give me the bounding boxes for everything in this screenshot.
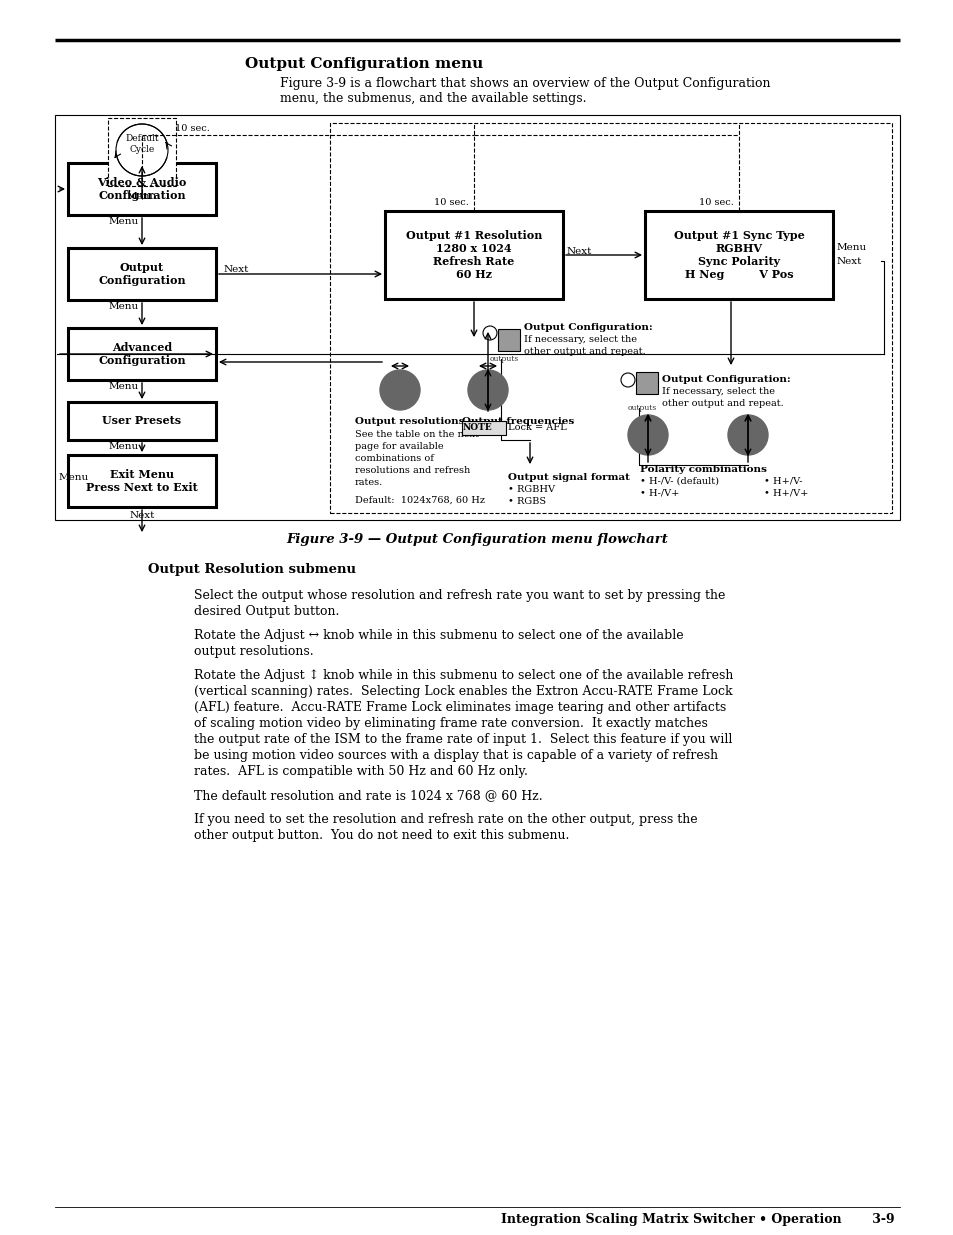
- Text: Figure 3-9 is a flowchart that shows an overview of the Output Configuration: Figure 3-9 is a flowchart that shows an …: [280, 77, 770, 90]
- Bar: [636, 372, 658, 394]
- Text: Menu: Menu: [59, 473, 89, 482]
- Bar: [68, 248, 215, 300]
- Text: menu, the submenus, and the available settings.: menu, the submenus, and the available se…: [280, 91, 586, 105]
- Text: Output signal format: Output signal format: [507, 473, 629, 482]
- Text: Integration Scaling Matrix Switcher • Operation       3-9: Integration Scaling Matrix Switcher • Op…: [501, 1213, 894, 1226]
- Circle shape: [379, 370, 419, 410]
- Text: 10 sec.: 10 sec.: [174, 124, 210, 133]
- Text: See the table on the next: See the table on the next: [355, 430, 478, 438]
- Text: Polarity combinations: Polarity combinations: [639, 466, 766, 474]
- Text: Default
Cycle: Default Cycle: [125, 135, 158, 153]
- Text: output resolutions.: output resolutions.: [193, 645, 314, 658]
- Text: Output #1 Sync Type
RGBHV
Sync Polarity
H Neg         V Pos: Output #1 Sync Type RGBHV Sync Polarity …: [673, 230, 803, 279]
- Bar: [385, 211, 562, 299]
- Text: • RGBS: • RGBS: [507, 496, 545, 506]
- Text: Figure 3-9 — Output Configuration menu flowchart: Figure 3-9 — Output Configuration menu f…: [286, 534, 667, 546]
- Bar: [330, 124, 891, 513]
- Text: If necessary, select the: If necessary, select the: [661, 388, 774, 396]
- Text: resolutions and refresh: resolutions and refresh: [355, 466, 470, 475]
- Text: Select the output whose resolution and refresh rate you want to set by pressing : Select the output whose resolution and r…: [193, 589, 724, 601]
- Text: 10 sec.: 10 sec.: [699, 198, 733, 207]
- Text: Output Configuration:: Output Configuration:: [661, 375, 790, 384]
- Bar: [68, 403, 215, 440]
- Text: Output frequencies: Output frequencies: [461, 417, 574, 426]
- Text: rates.  AFL is compatible with 50 Hz and 60 Hz only.: rates. AFL is compatible with 50 Hz and …: [193, 764, 527, 778]
- Text: Rotate the Adjust ↕ knob while in this submenu to select one of the available re: Rotate the Adjust ↕ knob while in this s…: [193, 669, 733, 682]
- Text: Menu: Menu: [836, 242, 866, 252]
- Text: Lock = AFL: Lock = AFL: [507, 424, 566, 432]
- Text: of scaling motion video by eliminating frame rate conversion.  It exactly matche: of scaling motion video by eliminating f…: [193, 718, 707, 730]
- Text: Menu: Menu: [109, 382, 139, 391]
- Text: page for available: page for available: [355, 442, 443, 451]
- Text: other output button.  You do not need to exit this submenu.: other output button. You do not need to …: [193, 829, 569, 842]
- Text: Output Resolution submenu: Output Resolution submenu: [148, 563, 355, 576]
- Text: other output and repeat.: other output and repeat.: [661, 399, 783, 409]
- Bar: [68, 454, 215, 508]
- Text: Menu: Menu: [109, 442, 139, 451]
- Text: Menu: Menu: [127, 191, 157, 201]
- Text: be using motion video sources with a display that is capable of a variety of ref: be using motion video sources with a dis…: [193, 748, 718, 762]
- Text: the output rate of the ISM to the frame rate of input 1.  Select this feature if: the output rate of the ISM to the frame …: [193, 734, 732, 746]
- Text: (vertical scanning) rates.  Selecting Lock enables the Extron Accu-RATE Frame Lo: (vertical scanning) rates. Selecting Loc…: [193, 685, 732, 698]
- Bar: [108, 119, 175, 186]
- Bar: [644, 211, 832, 299]
- Circle shape: [627, 415, 667, 454]
- Text: • H+/V+: • H+/V+: [763, 489, 807, 498]
- Text: rates.: rates.: [355, 478, 383, 487]
- Text: Video & Audio
Configuration: Video & Audio Configuration: [97, 177, 187, 201]
- Text: Next: Next: [224, 266, 249, 274]
- Text: If necessary, select the: If necessary, select the: [523, 336, 637, 345]
- Text: Advanced
Configuration: Advanced Configuration: [98, 342, 186, 366]
- Text: Output resolutions: Output resolutions: [355, 417, 464, 426]
- Text: NOTE: NOTE: [462, 424, 493, 432]
- Text: combinations of: combinations of: [355, 454, 434, 463]
- Text: If you need to set the resolution and refresh rate on the other output, press th: If you need to set the resolution and re…: [193, 813, 697, 826]
- Text: User Presets: User Presets: [102, 415, 181, 426]
- Bar: [461, 421, 505, 435]
- Text: • H-/V+: • H-/V+: [639, 489, 679, 498]
- Text: Output Configuration:: Output Configuration:: [523, 322, 652, 331]
- Text: Next: Next: [836, 257, 862, 266]
- Bar: [55, 115, 899, 520]
- Text: (AFL) feature.  Accu-RATE Frame Lock eliminates image tearing and other artifact: (AFL) feature. Accu-RATE Frame Lock elim…: [193, 701, 725, 714]
- Text: Menu: Menu: [109, 217, 139, 226]
- Text: Next: Next: [130, 511, 154, 520]
- Text: • RGBHV: • RGBHV: [507, 485, 555, 494]
- Text: 10 sec.: 10 sec.: [434, 198, 468, 207]
- Text: Menu: Menu: [109, 303, 139, 311]
- Text: Output Configuration menu: Output Configuration menu: [245, 57, 483, 70]
- Circle shape: [468, 370, 507, 410]
- Text: outputs: outputs: [490, 354, 518, 363]
- Text: Next: Next: [566, 247, 592, 256]
- Text: Output #1 Resolution
1280 x 1024
Refresh Rate
60 Hz: Output #1 Resolution 1280 x 1024 Refresh…: [405, 230, 541, 279]
- Text: • H+/V-: • H+/V-: [763, 477, 801, 487]
- Bar: [497, 329, 519, 351]
- Text: The default resolution and rate is 1024 x 768 @ 60 Hz.: The default resolution and rate is 1024 …: [193, 789, 542, 802]
- Text: Rotate the Adjust ↔ knob while in this submenu to select one of the available: Rotate the Adjust ↔ knob while in this s…: [193, 629, 683, 642]
- Text: Exit Menu
Press Next to Exit: Exit Menu Press Next to Exit: [86, 469, 197, 493]
- Text: other output and repeat.: other output and repeat.: [523, 347, 645, 357]
- Bar: [68, 163, 215, 215]
- Text: • H-/V- (default): • H-/V- (default): [639, 477, 719, 487]
- Text: Output
Configuration: Output Configuration: [98, 262, 186, 285]
- Circle shape: [727, 415, 767, 454]
- Text: Default:  1024x768, 60 Hz: Default: 1024x768, 60 Hz: [355, 496, 484, 505]
- Text: desired Output button.: desired Output button.: [193, 605, 339, 618]
- Text: outputs: outputs: [627, 404, 657, 412]
- Bar: [68, 329, 215, 380]
